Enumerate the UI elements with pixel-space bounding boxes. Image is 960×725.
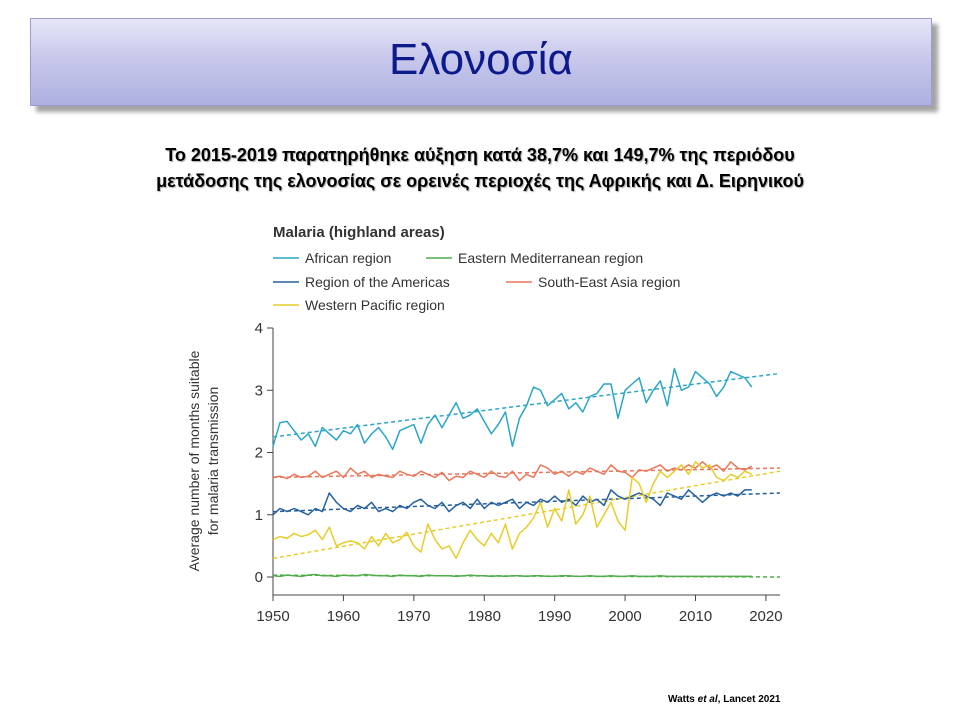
y-tick-label: 4 bbox=[255, 320, 263, 337]
series-line bbox=[272, 367, 753, 451]
citation-source: , Lancet 2021 bbox=[717, 694, 781, 705]
y-axis-label-line-1: Average number of months suitable bbox=[186, 350, 202, 571]
x-tick-label: 1970 bbox=[397, 608, 430, 625]
legend-label: African region bbox=[305, 250, 391, 266]
x-tick-label: 2020 bbox=[749, 608, 782, 625]
chart-axes: 0 1 2 3 4 1950 1960 1970 1980 1990 2000 2010 2020 bbox=[255, 320, 783, 625]
citation: Watts et al, Lancet 2021 bbox=[668, 694, 780, 705]
y-tick-label: 0 bbox=[255, 569, 263, 586]
series-line bbox=[272, 461, 753, 482]
x-tick-label: 1950 bbox=[256, 608, 289, 625]
y-axis-label-line-2: for malaria transmission bbox=[205, 387, 221, 536]
y-tick-label: 3 bbox=[255, 382, 263, 399]
x-tick-label: 2010 bbox=[679, 608, 712, 625]
x-tick-label: 1960 bbox=[327, 608, 360, 625]
citation-etal: et al bbox=[697, 694, 718, 705]
subtitle-line-2: μετάδοσης της ελονοσίας σε ορεινές περιο… bbox=[156, 171, 804, 191]
legend-label: South-East Asia region bbox=[538, 274, 680, 290]
title-banner: Ελονοσία bbox=[30, 18, 932, 106]
y-tick-label: 2 bbox=[255, 445, 263, 462]
slide-subtitle: Το 2015-2019 παρατηρήθηκε αύξηση κατά 38… bbox=[60, 142, 900, 194]
series-line bbox=[272, 573, 752, 578]
trend-line bbox=[272, 467, 781, 479]
subtitle-line-1: Το 2015-2019 παρατηρήθηκε αύξηση κατά 38… bbox=[165, 145, 795, 165]
y-tick-label: 1 bbox=[255, 507, 263, 524]
chart-legend: African region Eastern Mediterranean regi… bbox=[273, 250, 680, 313]
legend-label: Region of the Americas bbox=[305, 274, 450, 290]
legend-label: Western Pacific region bbox=[305, 297, 445, 313]
series-lines bbox=[272, 367, 753, 578]
trend-line bbox=[272, 470, 781, 560]
legend-label: Eastern Mediterranean region bbox=[458, 250, 643, 266]
citation-author: Watts bbox=[668, 694, 695, 705]
x-tick-label: 1980 bbox=[468, 608, 501, 625]
series-line bbox=[272, 489, 752, 516]
series-line bbox=[272, 461, 753, 560]
x-tick-label: 2000 bbox=[608, 608, 641, 625]
slide-title: Ελονοσία bbox=[389, 35, 573, 84]
x-tick-label: 1990 bbox=[538, 608, 571, 625]
chart-title: Malaria (highland areas) bbox=[273, 224, 445, 241]
